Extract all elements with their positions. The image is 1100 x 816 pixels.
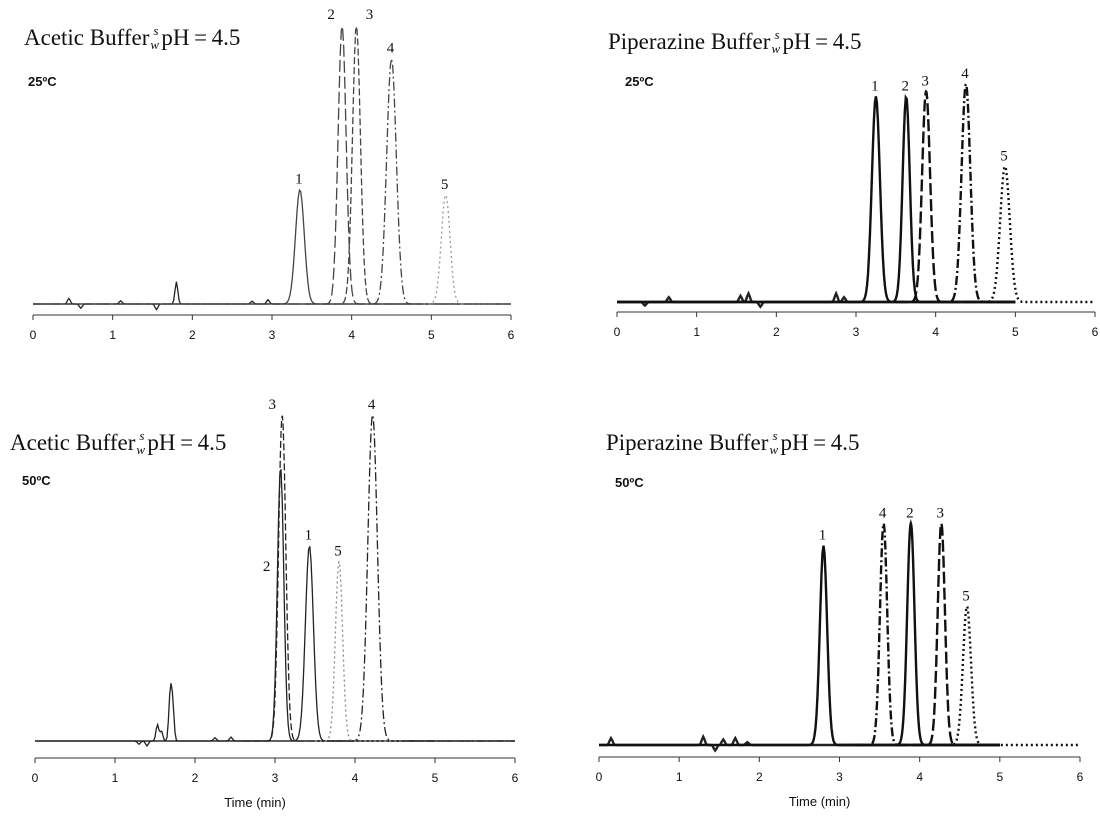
x-tick-label: 1 <box>676 770 683 784</box>
x-tick-label: 6 <box>1077 770 1084 784</box>
ph-value: pH = 4.5 <box>161 25 240 50</box>
peak-trace-2 <box>35 469 515 742</box>
x-tick-label: 2 <box>192 771 199 785</box>
chart-title: Acetic Buffer <box>24 25 150 50</box>
x-tick-label: 2 <box>756 770 763 784</box>
ph-superscript: s <box>772 428 777 443</box>
peak-trace-5 <box>423 194 464 305</box>
temperature-label: 25ºC <box>625 74 654 89</box>
baseline-trace <box>35 683 435 748</box>
peak-label-4: 4 <box>961 66 969 82</box>
peak-trace-4 <box>855 520 1000 747</box>
x-axis-label: Time (min) <box>789 794 851 809</box>
chart-panel-4: Piperazine Buffer sw pH = 4.5 50ºC 0 1 2 3 4 5 6 T… <box>596 428 1084 809</box>
chart-title-buffer: Piperazine Buffer <box>608 29 771 54</box>
peak-label-1: 1 <box>295 172 303 188</box>
x-tick-label: 0 <box>614 325 621 339</box>
peak-trace-4 <box>950 82 1016 304</box>
chart-panel-3: Acetic Buffer sw pH = 4.5 50ºC 0 1 2 3 4 5 6 Time … <box>10 397 519 810</box>
x-tick-label: 5 <box>1012 325 1019 339</box>
x-tick-label: 3 <box>836 770 843 784</box>
x-tick-label: 3 <box>272 771 279 785</box>
ph-subscript: w <box>136 442 145 457</box>
chart-panel-1: Acetic Buffer sw pH = 4.5 25ºC 0 1 2 3 4 5 6 1 2 3 4 5 <box>24 7 515 342</box>
ph-subscript: w <box>771 41 780 56</box>
baseline-trace <box>33 281 432 311</box>
x-tick-label: 4 <box>916 770 923 784</box>
chart-title: Piperazine Buffer <box>608 29 771 54</box>
peak-label-4: 4 <box>879 505 887 521</box>
ph-superscript: s <box>139 428 144 443</box>
peak-trace-4 <box>315 413 515 742</box>
temperature-label: 50ºC <box>22 473 51 488</box>
ph-value: pH = 4.5 <box>780 430 859 455</box>
peak-trace-3 <box>243 415 515 742</box>
peak-label-5: 5 <box>962 589 970 605</box>
ph-value: pH = 4.5 <box>147 430 226 455</box>
peak-trace-5 <box>983 165 1095 304</box>
peak-trace-3 <box>895 89 1016 304</box>
temperature-label: 50ºC <box>615 475 644 490</box>
chart-title-buffer: Acetic Buffer <box>10 430 136 455</box>
x-tick-label: 5 <box>428 328 435 342</box>
peak-trace-5 <box>315 560 403 742</box>
chart-title-buffer: Acetic Buffer <box>24 25 150 50</box>
ph-subscript: w <box>150 37 159 52</box>
x-tick-label: 2 <box>189 328 196 342</box>
peak-label-1: 1 <box>305 527 313 543</box>
peak-trace-1 <box>617 96 1016 304</box>
chart-title-buffer: Piperazine Buffer <box>606 430 769 455</box>
peak-trace-1 <box>35 546 515 742</box>
peak-label-5: 5 <box>334 544 342 560</box>
x-axis-label: Time (min) <box>224 795 286 810</box>
ph-subscript: w <box>769 442 778 457</box>
x-tick-label: 1 <box>109 328 116 342</box>
chart-title: Piperazine Buffer <box>606 430 769 455</box>
baseline-trace <box>599 733 1000 753</box>
peak-label-3: 3 <box>937 505 945 521</box>
ph-value: pH = 4.5 <box>782 29 861 54</box>
peak-label-3: 3 <box>268 397 276 413</box>
peak-trace-2 <box>839 519 1000 747</box>
x-tick-label: 1 <box>112 771 119 785</box>
peak-label-4: 4 <box>368 397 376 413</box>
x-tick-label: 0 <box>596 770 603 784</box>
peak-trace-4 <box>33 58 511 305</box>
peak-label-3: 3 <box>921 73 929 89</box>
peak-label-2: 2 <box>327 7 335 23</box>
temperature-label: 25ºC <box>28 74 57 89</box>
ph-superscript: s <box>153 23 158 38</box>
x-tick-label: 1 <box>693 325 700 339</box>
peak-label-1: 1 <box>819 528 827 544</box>
x-tick-label: 3 <box>269 328 276 342</box>
x-tick-label: 5 <box>996 770 1003 784</box>
x-tick-label: 4 <box>348 328 355 342</box>
x-tick-label: 3 <box>853 325 860 339</box>
x-tick-label: 4 <box>932 325 939 339</box>
peak-label-5: 5 <box>441 177 449 193</box>
x-tick-label: 6 <box>508 328 515 342</box>
peak-label-3: 3 <box>366 7 374 23</box>
peak-label-2: 2 <box>263 559 271 575</box>
x-tick-label: 4 <box>352 771 359 785</box>
peak-label-1: 1 <box>871 78 879 94</box>
x-tick-label: 6 <box>512 771 519 785</box>
peak-label-4: 4 <box>387 40 395 56</box>
x-tick-label: 2 <box>773 325 780 339</box>
x-tick-label: 0 <box>30 328 37 342</box>
chart-title: Acetic Buffer <box>10 430 136 455</box>
x-tick-label: 0 <box>32 771 39 785</box>
peak-label-2: 2 <box>901 78 909 94</box>
peak-trace-2 <box>617 94 1016 304</box>
x-tick-label: 5 <box>432 771 439 785</box>
peak-label-2: 2 <box>906 505 914 521</box>
peak-trace-5 <box>943 604 1080 747</box>
x-tick-label: 6 <box>1092 325 1099 339</box>
peak-label-5: 5 <box>1000 148 1008 164</box>
ph-superscript: s <box>774 27 779 42</box>
peak-trace-3 <box>895 521 1000 747</box>
peak-trace-1 <box>33 188 511 305</box>
